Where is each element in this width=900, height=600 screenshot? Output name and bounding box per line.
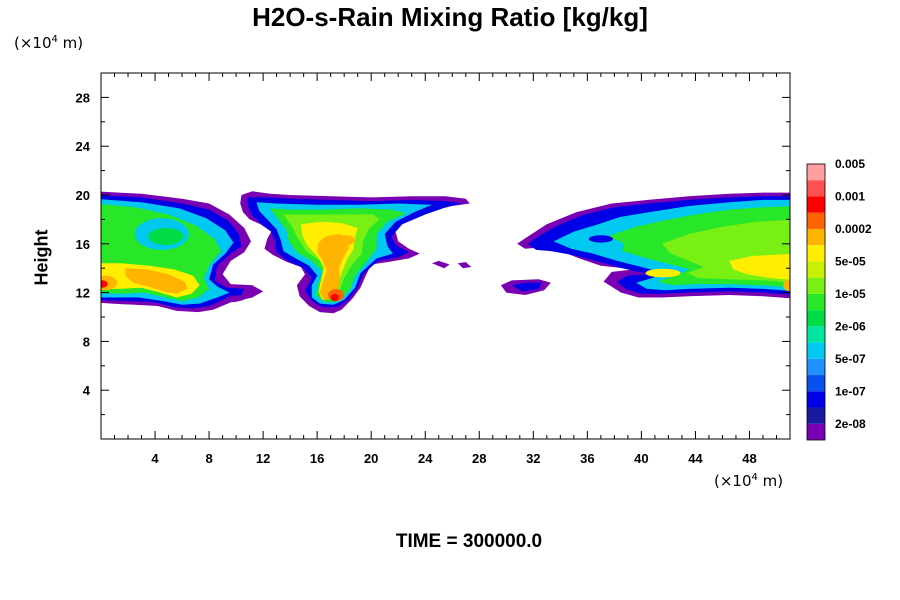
colorbar-swatch: [807, 180, 825, 197]
x-tick-label: 4: [151, 451, 159, 466]
colorbar-label: 0.005: [835, 157, 865, 171]
colorbar-swatch: [807, 326, 825, 343]
colorbar-label: 1e-07: [835, 384, 866, 398]
colorbar-swatch: [807, 407, 825, 424]
colorbar-swatch: [807, 277, 825, 294]
right-cloud-yellow: [729, 254, 790, 280]
colorbar-swatch: [807, 310, 825, 327]
colorbar-swatch: [807, 196, 825, 213]
right-cloud-orange-edge: [783, 279, 790, 292]
left-cloud-red: [101, 280, 108, 288]
x-tick-label: 40: [634, 451, 648, 466]
colorbar-label: 0.0002: [835, 222, 872, 236]
colorbar-label: 2e-06: [835, 319, 866, 333]
colorbar-swatch: [807, 212, 825, 229]
right-cloud-fragment-blue: [511, 282, 542, 292]
colorbar-swatch: [807, 245, 825, 262]
y-tick-label: 24: [76, 139, 91, 154]
colorbar-swatch: [807, 342, 825, 359]
colorbar-swatch: [807, 358, 825, 376]
central-cloud-red-peak: [330, 293, 339, 302]
colorbar-frame: [806, 163, 826, 441]
left-cloud-orange: [125, 268, 188, 294]
x-tick-label: 32: [526, 451, 540, 466]
central-cloud-orange: [317, 234, 350, 300]
colorbar-label: 5e-05: [835, 254, 866, 268]
x-tick-label: 24: [418, 451, 433, 466]
colorbar-label: 1e-05: [835, 287, 866, 301]
plot-frame: [100, 72, 791, 440]
x-tick-label: 8: [205, 451, 212, 466]
y-tick-label: 4: [83, 383, 91, 398]
chart-title: H2O-s-Rain Mixing Ratio [kg/kg]: [252, 2, 648, 32]
y-axis-unit: (×104 m): [14, 34, 84, 52]
y-tick-label: 20: [76, 188, 90, 203]
y-tick-label: 28: [76, 90, 90, 105]
x-tick-label: 16: [310, 451, 324, 466]
x-tick-label: 36: [580, 451, 594, 466]
colorbar-swatch: [807, 391, 825, 408]
left-cloud-green-swirl: [148, 227, 184, 246]
time-label: TIME = 300000.0: [395, 531, 543, 552]
x-tick-label: 20: [364, 451, 378, 466]
mixing-ratio-field: [101, 191, 790, 314]
colorbar-swatch: [807, 375, 825, 392]
right-cloud-cyan-swirl: [594, 238, 624, 254]
y-tick-label: 8: [83, 334, 90, 349]
x-tick-label: 44: [688, 451, 703, 466]
x-tick-label: 12: [256, 451, 270, 466]
colorbar-label: 0.001: [835, 189, 865, 203]
right-cloud-yellow-left: [645, 268, 681, 278]
central-cloud-fringe: [432, 260, 450, 269]
central-cloud-orange-top: [336, 235, 355, 246]
colorbar: 2e-08 1e-07 5e-07 2e-06 1e-05 5e-05 0.0002 0.00…: [806, 157, 872, 441]
y-tick-label: 12: [76, 286, 90, 301]
colorbar-swatch: [807, 228, 825, 246]
colorbar-swatch: [807, 261, 825, 278]
central-cloud-fringe-3: [225, 295, 245, 303]
y-tick-label: 16: [76, 237, 90, 252]
central-cloud-fringe-2: [457, 262, 472, 269]
x-tick-label: 48: [742, 451, 756, 466]
colorbar-swatch: [807, 164, 825, 181]
colorbar-label: 2e-08: [835, 417, 866, 431]
colorbar-swatch: [807, 423, 825, 440]
right-cloud-blue-swirl: [588, 235, 614, 243]
x-axis-unit: (×104 m): [714, 472, 784, 490]
colorbar-swatch: [807, 293, 825, 311]
colorbar-label: 5e-07: [835, 352, 866, 366]
x-tick-label: 28: [472, 451, 486, 466]
